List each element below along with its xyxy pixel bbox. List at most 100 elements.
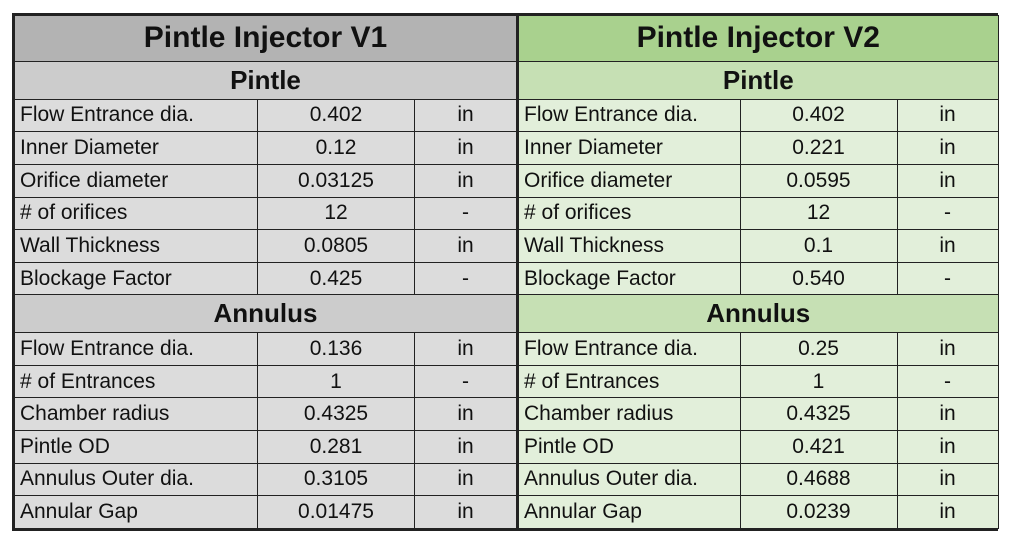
param-label[interactable]: Chamber radius — [14, 397, 258, 431]
param-label[interactable]: # of Entrances — [14, 364, 258, 399]
injector-v2-annulus-heading[interactable]: Annulus — [516, 294, 999, 334]
param-value[interactable]: 0.136 — [257, 332, 415, 366]
injector-v1-annulus-heading[interactable]: Annulus — [14, 294, 517, 334]
param-value[interactable]: 0.425 — [257, 261, 415, 296]
param-unit[interactable]: - — [414, 261, 517, 296]
injector-v1-table: Pintle Injector V1 Pintle Flow Entrance … — [14, 15, 517, 529]
param-label[interactable]: Annular Gap — [517, 495, 741, 529]
param-label[interactable]: # of Entrances — [517, 364, 741, 399]
table-row: Wall Thickness 0.0805 in — [14, 229, 517, 263]
param-unit[interactable]: in — [896, 332, 999, 366]
param-value[interactable]: 0.3105 — [257, 462, 415, 497]
param-value[interactable]: 0.12 — [257, 131, 415, 165]
param-value[interactable]: 0.421 — [739, 429, 898, 464]
param-value[interactable]: 0.4325 — [739, 397, 898, 431]
param-value[interactable]: 0.4688 — [739, 462, 898, 497]
param-unit[interactable]: in — [414, 332, 517, 366]
table-row: # of orifices 12 - — [14, 196, 517, 231]
param-unit[interactable]: - — [414, 196, 517, 231]
param-unit[interactable]: in — [896, 495, 999, 529]
param-label[interactable]: Orifice diameter — [14, 163, 258, 198]
table-row: Pintle OD 0.421 in — [517, 429, 999, 464]
comparison-sheet: Pintle Injector V1 Pintle Flow Entrance … — [12, 13, 999, 531]
table-row: Flow Entrance dia. 0.402 in — [14, 98, 517, 133]
table-row: Flow Entrance dia. 0.136 in — [14, 332, 517, 366]
table-row: # of orifices 12 - — [517, 196, 999, 231]
injector-v2-body: Pintle Injector V2 Pintle Flow Entrance … — [516, 15, 999, 529]
param-unit[interactable]: in — [896, 462, 999, 497]
table-row: Flow Entrance dia. 0.25 in — [517, 332, 999, 366]
table-row: # of Entrances 1 - — [14, 364, 517, 399]
param-label[interactable]: Inner Diameter — [14, 131, 258, 165]
param-label[interactable]: Chamber radius — [517, 397, 741, 431]
param-unit[interactable]: in — [896, 98, 999, 133]
param-unit[interactable]: in — [414, 98, 517, 133]
injector-v1-title[interactable]: Pintle Injector V1 — [14, 15, 517, 62]
param-label[interactable]: Flow Entrance dia. — [14, 332, 258, 366]
param-label[interactable]: Blockage Factor — [517, 261, 741, 296]
param-value[interactable]: 0.221 — [739, 131, 898, 165]
param-unit[interactable]: in — [896, 131, 999, 165]
param-value[interactable]: 0.402 — [257, 98, 415, 133]
injector-v1-pintle-heading[interactable]: Pintle — [14, 60, 517, 100]
param-value[interactable]: 0.25 — [739, 332, 898, 366]
table-row: Annular Gap 0.0239 in — [517, 495, 999, 529]
param-label[interactable]: Annular Gap — [14, 495, 258, 529]
param-value[interactable]: 0.0595 — [739, 163, 898, 198]
param-value[interactable]: 0.01475 — [257, 495, 415, 529]
param-value[interactable]: 1 — [739, 364, 898, 399]
param-unit[interactable]: in — [414, 429, 517, 464]
param-unit[interactable]: in — [896, 397, 999, 431]
param-unit[interactable]: - — [896, 261, 999, 296]
injector-v2-table: Pintle Injector V2 Pintle Flow Entrance … — [516, 15, 999, 529]
param-value[interactable]: 0.402 — [739, 98, 898, 133]
param-label[interactable]: Orifice diameter — [517, 163, 741, 198]
param-label[interactable]: Pintle OD — [14, 429, 258, 464]
table-row: Inner Diameter 0.221 in — [517, 131, 999, 165]
param-unit[interactable]: in — [414, 131, 517, 165]
table-row: # of Entrances 1 - — [517, 364, 999, 399]
table-row: Chamber radius 0.4325 in — [517, 397, 999, 431]
param-unit[interactable]: - — [896, 364, 999, 399]
param-unit[interactable]: in — [414, 163, 517, 198]
param-unit[interactable]: in — [896, 163, 999, 198]
param-unit[interactable]: in — [896, 229, 999, 263]
param-label[interactable]: Annulus Outer dia. — [517, 462, 741, 497]
table-row: Blockage Factor 0.425 - — [14, 261, 517, 296]
param-unit[interactable]: - — [896, 196, 999, 231]
injector-v2-pintle-heading[interactable]: Pintle — [516, 60, 999, 100]
injector-v2-title[interactable]: Pintle Injector V2 — [516, 15, 999, 62]
param-unit[interactable]: in — [414, 462, 517, 497]
table-row: Orifice diameter 0.03125 in — [14, 163, 517, 198]
param-value[interactable]: 0.0239 — [739, 495, 898, 529]
param-value[interactable]: 1 — [257, 364, 415, 399]
param-value[interactable]: 0.281 — [257, 429, 415, 464]
param-label[interactable]: Flow Entrance dia. — [14, 98, 258, 133]
param-label[interactable]: Wall Thickness — [517, 229, 741, 263]
table-row: Chamber radius 0.4325 in — [14, 397, 517, 431]
table-row: Flow Entrance dia. 0.402 in — [517, 98, 999, 133]
param-value[interactable]: 0.540 — [739, 261, 898, 296]
param-unit[interactable]: - — [414, 364, 517, 399]
table-row: Inner Diameter 0.12 in — [14, 131, 517, 165]
param-label[interactable]: Flow Entrance dia. — [517, 98, 741, 133]
param-label[interactable]: Wall Thickness — [14, 229, 258, 263]
param-unit[interactable]: in — [414, 229, 517, 263]
param-unit[interactable]: in — [414, 495, 517, 529]
param-unit[interactable]: in — [414, 397, 517, 431]
param-value[interactable]: 12 — [257, 196, 415, 231]
param-label[interactable]: Inner Diameter — [517, 131, 741, 165]
param-label[interactable]: # of orifices — [14, 196, 258, 231]
param-value[interactable]: 0.4325 — [257, 397, 415, 431]
param-value[interactable]: 0.1 — [739, 229, 898, 263]
param-value[interactable]: 12 — [739, 196, 898, 231]
param-unit[interactable]: in — [896, 429, 999, 464]
param-label[interactable]: # of orifices — [517, 196, 741, 231]
table-row: Blockage Factor 0.540 - — [517, 261, 999, 296]
param-label[interactable]: Annulus Outer dia. — [14, 462, 258, 497]
param-label[interactable]: Blockage Factor — [14, 261, 258, 296]
param-label[interactable]: Pintle OD — [517, 429, 741, 464]
param-label[interactable]: Flow Entrance dia. — [517, 332, 741, 366]
param-value[interactable]: 0.0805 — [257, 229, 415, 263]
param-value[interactable]: 0.03125 — [257, 163, 415, 198]
